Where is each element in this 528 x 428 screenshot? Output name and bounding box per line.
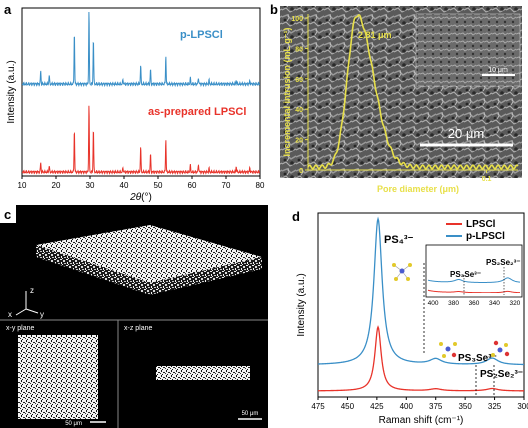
inset-xtick-label: 320 [509,300,520,307]
scale-bar-inset-label: 10 μm [488,67,508,74]
xrd-xtick-label: 40 [120,181,129,190]
pore-distribution-curve [307,13,519,170]
molecule-ps4-icon [392,263,412,281]
molecule-ps3se-icon [439,342,457,358]
molecule-ps2se2-icon [491,340,510,357]
scale-bar-xy-label: 50 μm [65,421,82,427]
axes-triad [15,291,39,316]
pore-ytick-label: 20 [295,138,303,145]
raman-axes-frame [317,212,525,398]
panel-label-c-text: c [4,207,11,222]
raman-legend: LPSCl p-LPSCl [446,219,505,242]
inset-guides [463,267,505,295]
raman-line-lpscl [318,325,524,392]
raman-line-p-lpscl [318,216,524,366]
panel-label-b: b [270,2,278,17]
panel-label-a: a [4,2,12,17]
xz-plane-label: x-z plane [124,325,153,332]
inset-xtick-label: 360 [469,300,480,307]
xy-plane-image [18,335,98,419]
scale-bar-main-label: 20 μm [448,126,484,141]
raman-xtick-label: 425 [370,402,384,411]
xrd-line-p-lpscl [22,11,260,88]
legend-lpscl: LPSCl [466,219,496,230]
pore-ytick-label: 40 [295,107,303,114]
raman-xtick-label: 375 [429,402,443,411]
inset-xtick-label: 400 [428,300,439,307]
pore-ytick-label: 60 [295,77,303,84]
xrd-xlabel: 2θ(°) [129,192,152,203]
axis-z-label: z [30,286,34,295]
inset-label-ps2se2: PS₂Se₂³⁻ [486,258,520,267]
xrd-xlabel-prefix: 2θ [129,192,142,203]
xrd-line-as-prepared [22,105,260,175]
inset-xtick-label: 380 [448,300,459,307]
xrd-ylabel: Intensity (a.u.) [6,60,17,123]
axis-y-label: y [40,310,44,319]
xrd-xtick-label: 80 [256,181,265,190]
xrd-xtick-label: 60 [188,181,197,190]
raman-guide-lines [423,263,495,395]
pore-axes [307,14,518,171]
pore-ytick-label: 100 [291,16,303,23]
legend-as-prepared-lpscl: as-prepared LPSCl [148,106,246,118]
pore-peak-annotation: 2.81 μm [358,30,392,40]
inset-label-ps3se: PS₃Se³⁻ [450,270,481,279]
raman-chart: d 475 450 425 400 375 350 325 300 LPSCl p-LPSCl… [292,209,528,426]
annotation-ps3se: PS₃Se³⁻ [458,353,497,364]
volume-top-face [36,225,262,283]
inset-xtick-label: 340 [489,300,500,307]
volume-side-face [150,257,262,295]
raman-xtick-label: 400 [400,402,414,411]
legend-p-lpscl: p-LPSCl [180,29,223,41]
raman-ylabel: Intensity (a.u.) [296,273,307,336]
pore-ylabel: Incremental intrusion (mL g⁻¹) [282,27,292,156]
pore-xtick-label: 0.1 [482,176,492,183]
annotation-ps4: PS₄³⁻ [384,234,414,246]
volume-front-face [36,245,150,295]
sem-pore-chart: b 10 μm 20 μm 0 20 40 60 80 100 0.1 2.81 μm I… [270,2,522,194]
raman-xtick-label: 325 [488,402,502,411]
pore-ytick-label: 80 [295,46,303,53]
raman-xtick-label: 475 [311,402,325,411]
panel-label-d: d [292,209,300,224]
axis-x-label: x [8,310,12,319]
xz-plane-image [156,366,250,380]
scale-bar-xz-label: 50 μm [242,411,259,417]
xrd-xtick-label: 10 [18,181,27,190]
inset-line-p-lpscl [427,277,521,283]
raman-xlabel: Raman shift (cm⁻¹) [379,415,464,426]
raman-xtick-label: 350 [458,402,472,411]
raman-inset [425,244,523,298]
pore-xlabel: Pore diameter (μm) [377,184,459,194]
xy-plane-label: x-y plane [6,325,35,332]
pore-ytick-label: 0 [299,168,303,175]
xrd-xtick-label: 20 [52,181,61,190]
panel-label-c-bg [0,205,16,223]
xrd-xtick-label: 30 [86,181,95,190]
xrd-xtick-label: 50 [154,181,163,190]
raman-xtick-label: 450 [341,402,355,411]
xrd-xtick-label: 70 [222,181,231,190]
legend-p-lpscl-raman: p-LPSCl [466,231,505,242]
xrd-axes-frame [21,7,261,177]
xrd-chart: a 10 20 30 40 50 60 70 80 p-LPSCl as-prepared L… [4,2,265,203]
raman-xtick-label: 300 [517,402,528,411]
inset-line-lpscl [427,289,521,293]
annotation-ps2se2: PS₂Se₂³⁻ [480,369,523,380]
tomography-panel: c c z x y x-y plane 50 μm x-z plane 50 μ… [0,205,268,428]
xrd-xlabel-unit: (°) [141,192,152,203]
